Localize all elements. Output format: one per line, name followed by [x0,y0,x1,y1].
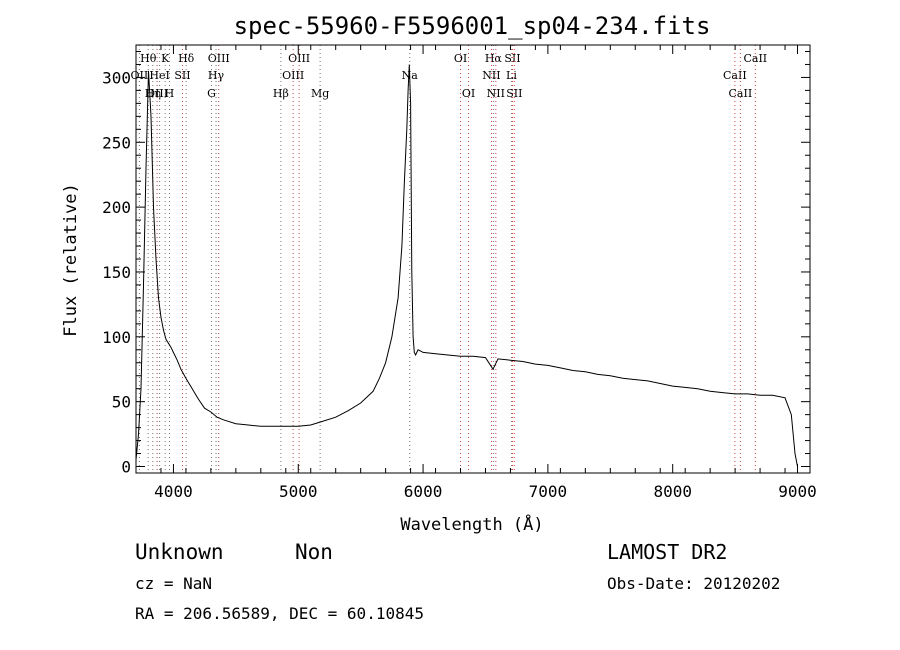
spectral-line-label-18: OI [462,87,475,100]
spectral-line-label-27: CaII [729,87,753,100]
x-tick-label-5000: 5000 [279,482,318,501]
spectral-line-label-0: Hθ [140,52,157,65]
redshift-cz: cz = NaN [135,574,213,593]
x-tick-label-4000: 4000 [154,482,193,501]
y-tick-label-150: 150 [102,263,131,282]
y-tick-label-100: 100 [102,328,131,347]
spectral-line-label-11: G [207,87,216,100]
spectral-line-label-26: CaII [723,69,747,82]
observation-date: Obs-Date: 20120202 [607,574,781,593]
spectral-line-label-25: CaII [743,52,767,65]
x-tick-label-6000: 6000 [404,482,443,501]
y-tick-label-0: 0 [121,458,131,477]
survey-name: LAMOST DR2 [607,540,728,564]
spectral-line-label-4: K [161,52,170,65]
spectral-line-label-19: Hα [485,52,503,65]
spectral-line-label-23: NII [487,87,505,100]
x-tick-label-9000: 9000 [778,482,817,501]
spectral-line-label-9: OIII [208,52,230,65]
spectral-line-label-6: SII [174,69,190,82]
spectral-line-label-1: OII [131,69,149,82]
x-tick-label-7000: 7000 [529,482,568,501]
ra-dec-coordinates: RA = 206.56589, DEC = 60.10845 [135,604,424,623]
y-tick-label-50: 50 [112,393,131,412]
object-class: Unknown [135,540,224,564]
y-tick-label-200: 200 [102,198,131,217]
spectral-line-label-12: OIII [288,52,310,65]
spectral-line-label-15: Mg [311,87,329,100]
spectral-line-label-24: SII [506,87,522,100]
spectral-line-label-13: OIII [282,69,304,82]
chart-title: spec-55960-F5596001_sp04-234.fits [234,12,711,40]
spectral-line-label-10: Hγ [208,69,225,82]
spectral-line-label-17: OI [454,52,467,65]
spectral-line-label-14: Hβ [273,87,289,100]
axes: 4000 5000 6000 7000 8000 9000 0 50 100 150 200 250 3… [102,45,817,501]
spectral-line-label-20: SII [504,52,520,65]
spectral-line-label-5: HeI [149,69,169,82]
spectral-line-label-8: Hδ [178,52,195,65]
spectral-line-label-2: OIII [146,87,168,100]
spectrum-series-line [135,64,798,467]
y-axis-label: Flux (relative) [61,183,81,337]
x-tick-label-8000: 8000 [653,482,692,501]
y-tick-label-250: 250 [102,133,131,152]
object-subclass: Non [295,540,333,564]
y-tick-label-300: 300 [102,68,131,87]
spectral-line-label-22: Li [506,69,517,82]
x-axis-label: Wavelength (Å) [400,513,543,535]
plot-frame [135,44,811,474]
spectral-line-label-21: NII [482,69,500,82]
spectral-line-label-3: Hη [145,87,161,100]
spectral-line-label-7: H [165,87,175,100]
